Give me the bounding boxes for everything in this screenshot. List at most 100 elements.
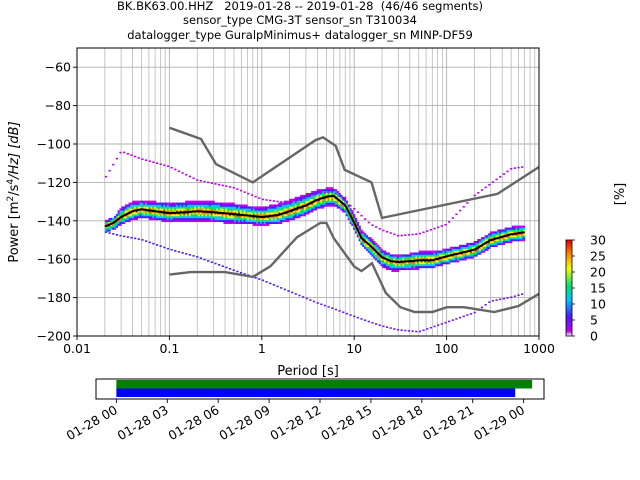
- density-outlier-cell: [192, 177, 195, 180]
- density-cell: [513, 231, 516, 234]
- density-cell: [395, 256, 398, 259]
- density-cell: [433, 254, 436, 257]
- density-cell: [340, 208, 343, 211]
- density-cell: [349, 212, 352, 215]
- x-tick-label: 10: [346, 341, 362, 356]
- density-cell: [393, 258, 396, 261]
- density-cell: [404, 256, 407, 259]
- density-cell: [384, 260, 387, 263]
- density-cell: [473, 254, 476, 257]
- density-cell: [427, 265, 431, 269]
- density-cell: [294, 202, 297, 205]
- density-cell: [203, 200, 206, 203]
- density-cell: [150, 214, 153, 217]
- density-cell: [510, 240, 513, 244]
- density-cell: [172, 206, 175, 209]
- density-outlier-cell: [134, 237, 137, 240]
- x-tick-label: 0.01: [63, 341, 91, 356]
- density-cell: [112, 227, 115, 230]
- density-cell: [327, 196, 330, 200]
- density-cell: [393, 267, 396, 271]
- density-cell: [223, 216, 226, 219]
- density-cell: [236, 204, 239, 207]
- density-cell: [155, 217, 159, 221]
- density-cell: [513, 227, 516, 230]
- density-cells: [104, 151, 526, 333]
- density-cell: [307, 192, 310, 196]
- density-outlier-cell: [367, 221, 370, 224]
- density-outlier-cell: [174, 250, 177, 252]
- density-cell: [336, 206, 339, 209]
- density-outlier-cell: [170, 166, 173, 169]
- density-cell: [451, 246, 454, 249]
- density-cell: [265, 217, 268, 221]
- density-cell: [267, 223, 270, 226]
- density-cell: [154, 212, 157, 215]
- density-cell: [433, 252, 436, 255]
- density-cell: [426, 254, 429, 257]
- density-outlier-cell: [108, 169, 111, 172]
- density-cell: [287, 212, 290, 215]
- density-cell: [267, 212, 270, 215]
- density-cell: [221, 219, 224, 223]
- density-cell: [134, 214, 137, 217]
- density-cell: [309, 196, 312, 200]
- density-cell: [482, 250, 485, 253]
- density-cell: [239, 212, 243, 215]
- density-cell: [287, 219, 290, 223]
- density-cell: [506, 229, 509, 232]
- density-cell: [420, 254, 423, 257]
- density-cell: [196, 214, 199, 217]
- density-cell: [404, 267, 407, 271]
- density-cell: [517, 225, 520, 228]
- density-cell: [201, 200, 204, 203]
- density-cell: [104, 219, 108, 223]
- density-cell: [165, 204, 168, 207]
- density-cell: [199, 212, 202, 215]
- density-cell: [437, 260, 440, 263]
- density-cell: [176, 204, 179, 207]
- density-cell: [254, 210, 257, 213]
- density-outlier-cell: [451, 217, 454, 219]
- density-cell: [333, 198, 336, 201]
- density-cell: [376, 254, 380, 257]
- density-cell: [387, 265, 390, 269]
- density-outlier-cell: [283, 288, 286, 291]
- density-cell: [197, 204, 201, 207]
- density-cell: [243, 210, 246, 213]
- density-cell: [429, 260, 432, 263]
- density-cell: [301, 214, 305, 217]
- density-cell: [312, 206, 316, 209]
- density-cell: [194, 217, 197, 221]
- density-cell: [192, 212, 195, 215]
- density-cell: [433, 265, 436, 269]
- density-cell: [316, 202, 319, 205]
- density-cell: [479, 242, 482, 246]
- density-cell: [311, 191, 314, 194]
- density-cell: [296, 216, 299, 219]
- density-cell: [460, 254, 464, 257]
- density-outlier-cell: [298, 294, 301, 297]
- density-cell: [510, 231, 513, 234]
- density-cell: [280, 217, 283, 221]
- density-outlier-cell: [123, 235, 126, 238]
- density-outlier-cell: [342, 198, 345, 201]
- density-cell: [426, 265, 429, 269]
- density-cell: [272, 219, 275, 223]
- density-cell: [406, 264, 409, 267]
- density-cell: [186, 212, 190, 215]
- density-outlier-cell: [331, 191, 334, 193]
- density-cell: [139, 202, 142, 205]
- density-cell: [146, 212, 150, 215]
- density-cell: [303, 210, 307, 213]
- density-cell: [300, 208, 303, 211]
- density-cell: [343, 202, 347, 205]
- density-cell: [333, 189, 336, 192]
- density-cell: [188, 217, 192, 221]
- density-cell: [427, 256, 431, 259]
- density-outlier-cell: [181, 172, 184, 174]
- density-cell: [170, 216, 173, 219]
- density-cell: [217, 210, 221, 213]
- density-cell: [168, 204, 171, 207]
- density-cell: [298, 204, 301, 207]
